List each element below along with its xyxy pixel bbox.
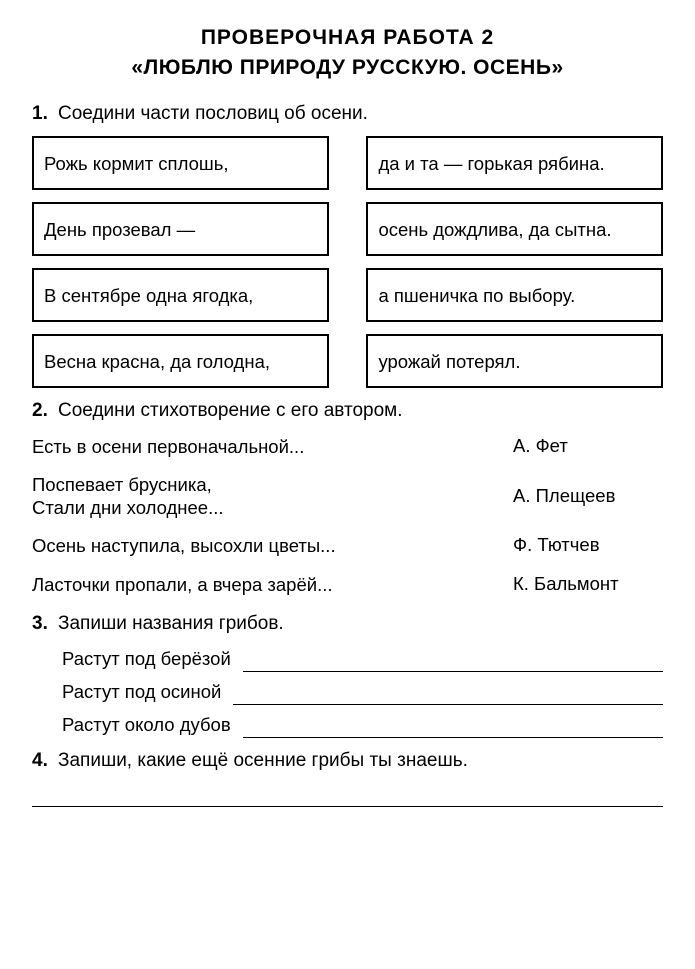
- task-1-instruction: Соедини части пословиц об осени.: [58, 101, 663, 127]
- author-1: А. Фет: [513, 434, 663, 459]
- title-line-2: «ЛЮБЛЮ ПРИРОДУ РУССКУЮ. ОСЕНЬ»: [32, 54, 663, 82]
- mushroom-row-1: Растут под берёзой: [62, 647, 663, 672]
- blank-line-1[interactable]: [243, 654, 663, 672]
- task-2: 2. Соедини стихотворение с его автором. …: [32, 398, 663, 597]
- task-4-blank-line[interactable]: [32, 787, 663, 807]
- proverb-left-2: День прозевал —: [32, 202, 329, 256]
- mushroom-row-2: Растут под осиной: [62, 680, 663, 705]
- task-2-instruction: Соедини стихотворение с его автором.: [58, 398, 663, 424]
- proverb-left-3: В сентябре одна ягодка,: [32, 268, 329, 322]
- task-3-instruction: Запиши названия грибов.: [58, 611, 663, 637]
- author-4: К. Бальмонт: [513, 572, 663, 597]
- poem-4: Ласточки пропали, а вчера зарёй...: [32, 573, 513, 596]
- author-3: Ф. Тютчев: [513, 533, 663, 558]
- task-1: 1. Соедини части пословиц об осени. Рожь…: [32, 101, 663, 389]
- task-3-number: 3.: [32, 611, 58, 637]
- poem-match-block: Есть в осени первоначальной... А. Фет По…: [32, 434, 663, 597]
- proverbs-container: Рожь кормит сплошь, День прозевал — В се…: [32, 136, 663, 388]
- page-title: ПРОВЕРОЧНАЯ РАБОТА 2 «ЛЮБЛЮ ПРИРОДУ РУСС…: [32, 24, 663, 83]
- task-3: 3. Запиши названия грибов. Растут под бе…: [32, 611, 663, 738]
- mushroom-label-1: Растут под берёзой: [62, 647, 231, 672]
- task-4-instruction: Запиши, какие ещё осенние грибы ты знаеш…: [58, 748, 663, 774]
- mushroom-label-2: Растут под осиной: [62, 680, 221, 705]
- task-4: 4. Запиши, какие ещё осенние грибы ты зн…: [32, 748, 663, 808]
- proverb-left-4: Весна красна, да голодна,: [32, 334, 329, 388]
- poem-1: Есть в осени первоначальной...: [32, 435, 513, 458]
- mushroom-label-3: Растут около дубов: [62, 713, 231, 738]
- proverbs-right-column: да и та — горькая рябина. осень дождлива…: [366, 136, 663, 388]
- match-row-4: Ласточки пропали, а вчера зарёй... К. Ба…: [32, 572, 663, 597]
- poem-2: Поспевает брусника, Стали дни холоднее..…: [32, 473, 513, 519]
- proverb-right-1: да и та — горькая рябина.: [366, 136, 663, 190]
- match-row-3: Осень наступила, высохли цветы... Ф. Тют…: [32, 533, 663, 558]
- proverb-right-2: осень дождлива, да сытна.: [366, 202, 663, 256]
- proverbs-left-column: Рожь кормит сплошь, День прозевал — В се…: [32, 136, 329, 388]
- blank-line-2[interactable]: [233, 687, 663, 705]
- blank-line-3[interactable]: [243, 720, 663, 738]
- match-row-1: Есть в осени первоначальной... А. Фет: [32, 434, 663, 459]
- task-2-number: 2.: [32, 398, 58, 424]
- task-4-number: 4.: [32, 748, 58, 774]
- match-row-2: Поспевает брусника, Стали дни холоднее..…: [32, 473, 663, 519]
- proverb-right-3: а пшеничка по выбору.: [366, 268, 663, 322]
- author-2: А. Плещеев: [513, 484, 663, 509]
- poem-3: Осень наступила, высохли цветы...: [32, 534, 513, 557]
- title-line-1: ПРОВЕРОЧНАЯ РАБОТА 2: [32, 24, 663, 52]
- task-1-number: 1.: [32, 101, 58, 127]
- mushroom-row-3: Растут около дубов: [62, 713, 663, 738]
- mushrooms-block: Растут под берёзой Растут под осиной Рас…: [32, 647, 663, 738]
- proverb-right-4: урожай потерял.: [366, 334, 663, 388]
- proverb-left-1: Рожь кормит сплошь,: [32, 136, 329, 190]
